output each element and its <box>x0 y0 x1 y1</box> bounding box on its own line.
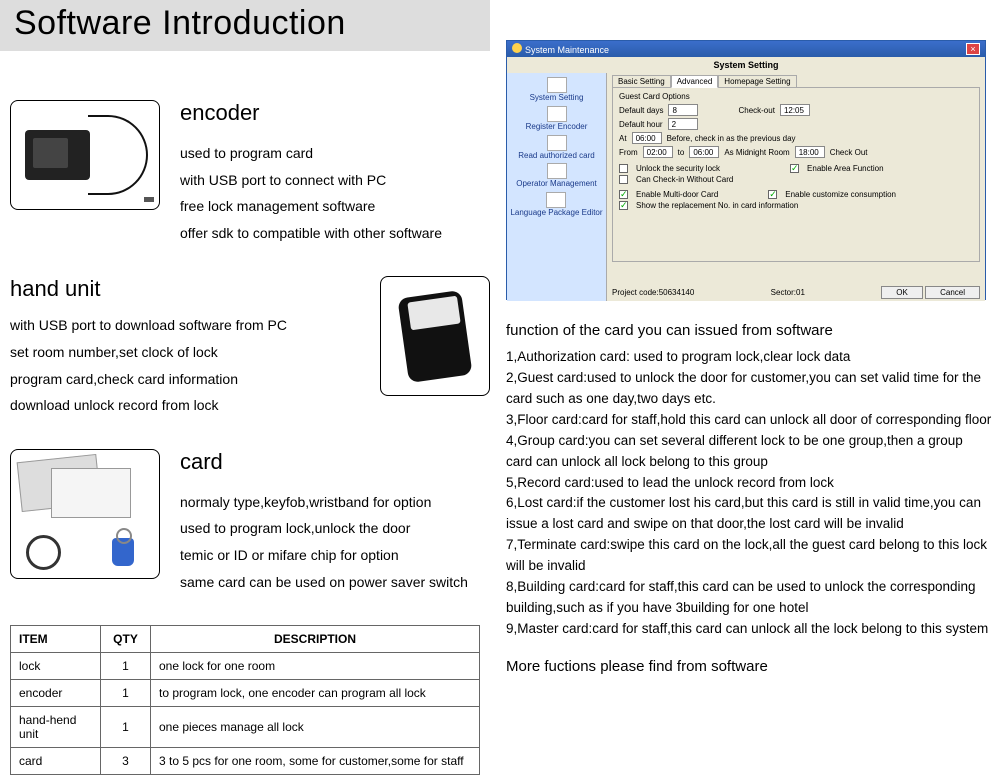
from-input[interactable]: 02:00 <box>643 146 673 158</box>
function-list: 1,Authorization card: used to program lo… <box>506 347 992 640</box>
hand-unit-line: with USB port to download software from … <box>10 312 330 339</box>
card-line: used to program lock,unlock the door <box>180 515 468 542</box>
table-row: encoder1to program lock, one encoder can… <box>11 680 480 707</box>
card-line: temic or ID or mifare chip for option <box>180 542 468 569</box>
function-item: 8,Building card:card for staff,this card… <box>506 577 992 619</box>
table-row: lock1one lock for one room <box>11 653 480 680</box>
checkout-input[interactable]: 12:05 <box>780 104 810 116</box>
card-line: normaly type,keyfob,wristband for option <box>180 489 468 516</box>
sidebar-item[interactable]: Language Package Editor <box>510 191 602 218</box>
encoder-image <box>10 100 160 210</box>
page-title: Software Introduction <box>0 0 490 51</box>
tab-basic[interactable]: Basic Setting <box>612 75 671 88</box>
hand-unit-heading: hand unit <box>10 276 330 302</box>
sidebar-item[interactable]: Register Encoder <box>526 105 588 132</box>
table-row: hand-hend unit1one pieces manage all loc… <box>11 707 480 748</box>
checkbox[interactable] <box>619 175 628 184</box>
function-item: 2,Guest card:used to unlock the door for… <box>506 368 992 410</box>
function-item: 6,Lost card:if the customer lost his car… <box>506 493 992 535</box>
encoder-line: with USB port to connect with PC <box>180 167 442 194</box>
group-title: Guest Card Options <box>619 92 973 101</box>
card-heading: card <box>180 449 468 475</box>
function-item: 7,Terminate card:swipe this card on the … <box>506 535 992 577</box>
table-row: card33 to 5 pcs for one room, some for c… <box>11 748 480 775</box>
encoder-line: used to program card <box>180 140 442 167</box>
tab-advanced[interactable]: Advanced <box>671 75 719 88</box>
cancel-button[interactable]: Cancel <box>925 286 980 299</box>
encoder-heading: encoder <box>180 100 442 126</box>
to-input[interactable]: 06:00 <box>689 146 719 158</box>
checkbox[interactable] <box>790 164 799 173</box>
table-header: QTY <box>101 626 151 653</box>
table-header: ITEM <box>11 626 101 653</box>
hand-unit-line: download unlock record from lock <box>10 392 330 419</box>
tab-homepage[interactable]: Homepage Setting <box>718 75 796 88</box>
spec-table: ITEM QTY DESCRIPTION lock1one lock for o… <box>10 625 480 775</box>
default-hour-input[interactable]: 2 <box>668 118 698 130</box>
checkbox[interactable] <box>619 201 628 210</box>
project-code: Project code:50634140 <box>612 288 694 297</box>
function-item: 4,Group card:you can set several differe… <box>506 431 992 473</box>
card-line: same card can be used on power saver swi… <box>180 569 468 596</box>
software-window: System Maintenance × System Setting Syst… <box>506 40 986 300</box>
midnight-input[interactable]: 18:00 <box>795 146 825 158</box>
checkbox[interactable] <box>768 190 777 199</box>
function-item: 3,Floor card:card for staff,hold this ca… <box>506 410 992 431</box>
sidebar-item[interactable]: Operator Management <box>516 162 597 189</box>
hand-unit-line: program card,check card information <box>10 366 330 393</box>
default-days-input[interactable]: 8 <box>668 104 698 116</box>
hand-unit-image <box>380 276 490 396</box>
function-title: function of the card you can issued from… <box>506 322 992 339</box>
close-icon[interactable]: × <box>966 43 980 55</box>
table-header: DESCRIPTION <box>151 626 480 653</box>
window-sidebar: System Setting Register Encoder Read aut… <box>507 73 607 301</box>
encoder-line: free lock management software <box>180 193 442 220</box>
window-title: System Maintenance <box>512 43 609 55</box>
ok-button[interactable]: OK <box>881 286 923 299</box>
checkbox[interactable] <box>619 164 628 173</box>
card-image <box>10 449 160 579</box>
sector: Sector:01 <box>771 288 805 297</box>
more-functions: More fuctions please find from software <box>506 658 992 675</box>
function-item: 5,Record card:used to lead the unlock re… <box>506 473 992 494</box>
window-subtitle: System Setting <box>507 57 985 73</box>
function-item: 1,Authorization card: used to program lo… <box>506 347 992 368</box>
sidebar-item[interactable]: System Setting <box>530 76 584 103</box>
checkbox[interactable] <box>619 190 628 199</box>
sidebar-item[interactable]: Read authorized card <box>518 134 595 161</box>
encoder-line: offer sdk to compatible with other softw… <box>180 220 442 247</box>
hand-unit-line: set room number,set clock of lock <box>10 339 330 366</box>
at-input[interactable]: 06:00 <box>632 132 662 144</box>
function-item: 9,Master card:card for staff,this card c… <box>506 619 992 640</box>
